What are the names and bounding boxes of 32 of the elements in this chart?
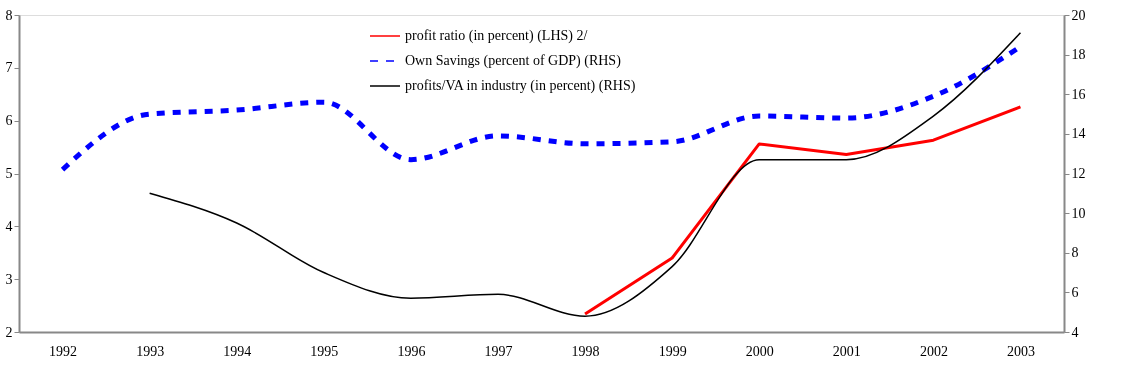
legend-label: profits/VA in industry (in percent) (RHS) — [405, 78, 636, 94]
x-tick-label: 1994 — [223, 343, 252, 359]
x-tick-label: 2000 — [745, 343, 774, 359]
x-tick-label: 1999 — [658, 343, 687, 359]
y2-tick-label: 6 — [1071, 284, 1079, 300]
y-tick-label: 7 — [5, 60, 13, 76]
y-tick-label: 6 — [5, 113, 13, 129]
y2-tick-label: 14 — [1071, 126, 1086, 142]
y2-tick-label: 10 — [1071, 205, 1086, 221]
y2-tick-label: 4 — [1071, 324, 1079, 340]
x-tick-label: 2002 — [919, 343, 948, 359]
y2-tick-label: 16 — [1071, 86, 1086, 102]
x-tick-label: 1996 — [397, 343, 426, 359]
y2-tick-label: 12 — [1071, 166, 1086, 181]
legend-label: Own Savings (percent of GDP) (RHS) — [405, 53, 622, 69]
x-tick-label: 1992 — [49, 343, 78, 359]
x-tick-label: 1998 — [571, 343, 600, 359]
y-tick-label: 3 — [5, 271, 13, 287]
y-tick-label: 8 — [5, 7, 13, 23]
y2-tick-label: 20 — [1071, 7, 1086, 23]
line-series — [583, 105, 1022, 316]
y-tick-label: 2 — [5, 324, 13, 340]
y2-tick-label: 8 — [1071, 245, 1079, 261]
legend-label: profit ratio (in percent) (LHS) 2/ — [405, 28, 588, 44]
x-tick-label: 1995 — [310, 343, 339, 359]
y-tick-label: 4 — [5, 218, 13, 234]
x-tick-label: 2001 — [832, 343, 861, 359]
x-tick-label: 1997 — [484, 343, 513, 359]
x-tick-label: 1993 — [136, 343, 165, 359]
y2-tick-label: 18 — [1071, 47, 1086, 63]
y-tick-label: 5 — [5, 166, 13, 181]
x-tick-label: 2003 — [1006, 343, 1035, 359]
